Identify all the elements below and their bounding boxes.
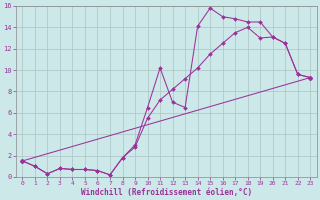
X-axis label: Windchill (Refroidissement éolien,°C): Windchill (Refroidissement éolien,°C)	[81, 188, 252, 197]
